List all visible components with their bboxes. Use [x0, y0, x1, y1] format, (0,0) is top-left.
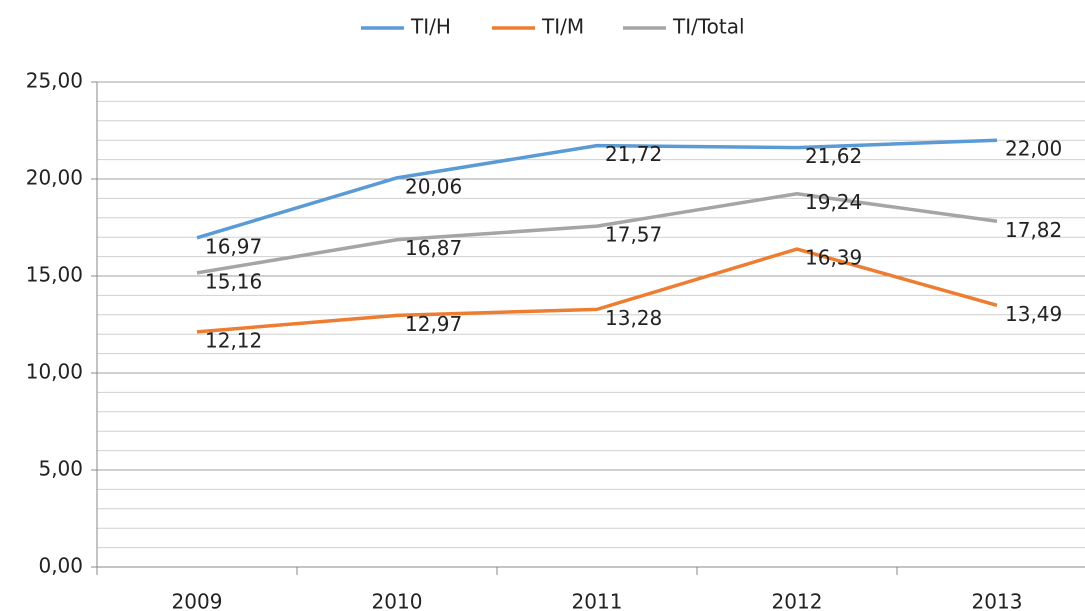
- data-label: 12,97: [405, 312, 462, 336]
- data-label: 15,16: [205, 269, 262, 293]
- series-line: [196, 191, 998, 275]
- x-tick-label: 2011: [572, 590, 623, 611]
- data-label: 20,06: [405, 174, 462, 198]
- data-label: 21,72: [605, 142, 662, 166]
- series-line: [196, 247, 998, 334]
- data-label: 22,00: [1005, 137, 1062, 161]
- data-label: 19,24: [805, 190, 862, 214]
- x-tick-label: 2009: [172, 590, 223, 611]
- y-tick-label: 0,00: [38, 554, 83, 578]
- y-tick-label: 25,00: [26, 69, 83, 93]
- data-label: 17,57: [605, 223, 662, 247]
- data-label: 17,82: [1005, 218, 1062, 242]
- x-tick-label: 2013: [972, 590, 1023, 611]
- y-tick-label: 5,00: [38, 457, 83, 481]
- data-label: 13,28: [605, 306, 662, 330]
- y-tick-label: 10,00: [26, 360, 83, 384]
- data-label: 12,12: [205, 328, 262, 352]
- x-tick-label: 2010: [372, 590, 423, 611]
- legend-label: TI/M: [541, 15, 584, 39]
- data-label: 16,39: [805, 246, 862, 270]
- series-line: [196, 138, 998, 240]
- data-label: 21,62: [805, 144, 862, 168]
- data-label: 16,87: [405, 236, 462, 260]
- x-tick-label: 2012: [772, 590, 823, 611]
- legend-label: TI/Total: [672, 15, 745, 39]
- data-label: 13,49: [1005, 302, 1062, 326]
- legend-label: TI/H: [410, 15, 451, 39]
- data-label: 16,97: [205, 234, 262, 258]
- y-tick-label: 20,00: [26, 166, 83, 190]
- y-tick-label: 15,00: [26, 263, 83, 287]
